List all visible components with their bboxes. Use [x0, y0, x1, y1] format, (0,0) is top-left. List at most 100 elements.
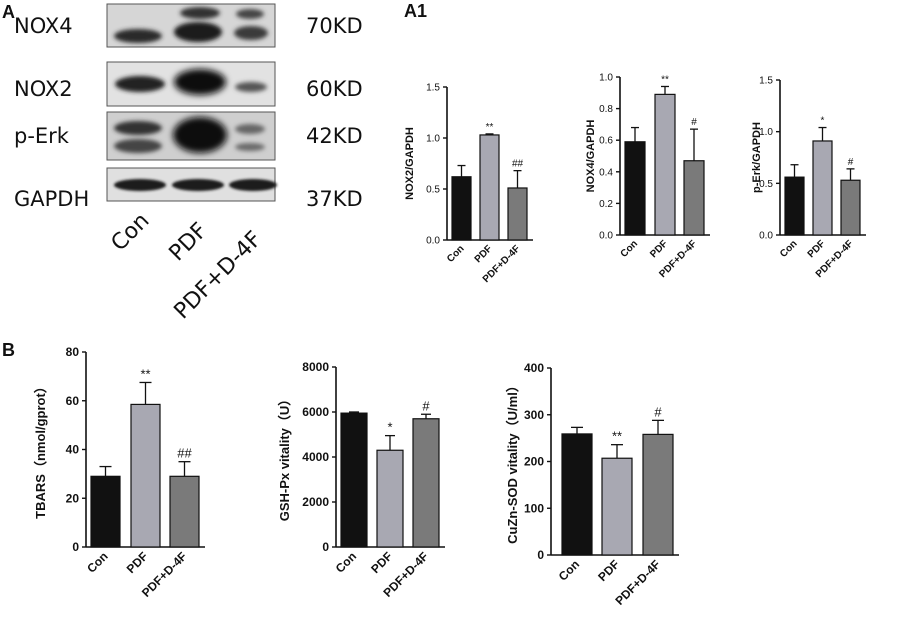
bar-2 — [840, 179, 861, 236]
bar-charts: 0.00.51.01.5NOX2/GAPDHCon**PDF##PDF+D-4F… — [33, 73, 866, 608]
lane-label-pdf: PDF — [165, 218, 213, 266]
bar-1 — [479, 134, 500, 241]
bar-1 — [130, 403, 161, 548]
significance-label-2: ## — [177, 446, 192, 461]
category-label-0: Con — [445, 243, 467, 265]
y-tick-label: 300 — [524, 408, 544, 422]
y-tick-label: 1.5 — [426, 83, 440, 94]
y-axis-label: NOX2/GAPDH — [404, 127, 416, 200]
y-tick-label: 4000 — [302, 450, 329, 464]
y-tick-label: 0.5 — [759, 179, 773, 190]
y-tick-label: 8000 — [302, 360, 329, 374]
category-label-1: PDF — [124, 549, 151, 576]
significance-label-1: ** — [612, 429, 622, 444]
bar-2 — [683, 160, 705, 236]
kd-label-gapdh: 37KD — [306, 187, 363, 211]
category-label-1: PDF — [595, 557, 622, 584]
y-tick-label: 1.0 — [599, 73, 613, 84]
y-tick-label: 6000 — [302, 405, 329, 419]
y-tick-label: 0.0 — [759, 231, 773, 242]
blot-strip-perk — [106, 111, 276, 161]
y-tick-label: 100 — [524, 501, 544, 515]
blot-strip-gapdh — [106, 167, 277, 202]
kd-label-nox2: 60KD — [306, 77, 363, 101]
y-tick-label: 1.5 — [759, 76, 773, 87]
y-tick-label: 0.2 — [599, 199, 613, 210]
kd-label-nox4: 70KD — [306, 14, 363, 38]
category-label-1: PDF — [806, 238, 828, 260]
y-tick-label: 1.0 — [426, 134, 440, 145]
panel-letter-b: B — [2, 340, 15, 360]
blot-label-nox2: NOX2 — [14, 77, 73, 101]
y-axis-label: TBARS（nmol/gprot） — [33, 380, 48, 519]
y-tick-label: 0 — [537, 548, 544, 562]
significance-label-1: * — [387, 420, 392, 435]
significance-label-2: ## — [512, 159, 524, 170]
y-tick-label: 0.0 — [426, 236, 440, 247]
y-tick-label: 40 — [66, 443, 80, 457]
y-axis-label: GSH-Px vitality（U） — [277, 393, 292, 522]
y-tick-label: 200 — [524, 455, 544, 469]
western-blot: NOX4 NOX2 p-Erk GAPDH 70KD 60KD 42KD 37K… — [14, 3, 363, 324]
category-label-1: PDF — [473, 243, 495, 265]
category-label-1: PDF — [368, 549, 395, 576]
significance-label-2: # — [848, 157, 854, 168]
y-tick-label: 0.6 — [599, 136, 613, 147]
significance-label-2: # — [654, 404, 662, 419]
bar-0 — [451, 176, 472, 241]
y-tick-label: 0 — [322, 540, 329, 554]
chart-tbars: 020406080TBARS（nmol/gprot）Con**PDF##PDF+… — [33, 345, 205, 600]
y-axis-label: p-Erk/GAPDH — [751, 122, 763, 193]
y-tick-label: 0.8 — [599, 104, 613, 115]
bar-0 — [340, 412, 368, 548]
chart-cuznsod: 0 100 200 300 400 CuZn-SOD vitality（U/ml） Con *… — [505, 361, 679, 608]
significance-label-1: ** — [140, 366, 150, 381]
bar-1 — [601, 457, 633, 556]
y-tick-label: 0.5 — [426, 185, 440, 196]
y-tick-label: 20 — [66, 491, 80, 505]
bar-0 — [90, 475, 121, 548]
bar-2 — [642, 433, 674, 556]
category-label-1: PDF — [648, 238, 670, 260]
bar-1 — [376, 449, 404, 548]
y-axis-label: CuZn-SOD vitality（U/ml） — [505, 379, 520, 544]
panel-letter-a1: A1 — [404, 1, 427, 21]
y-tick-label: 60 — [66, 394, 80, 408]
y-tick-label: 0.4 — [599, 167, 613, 178]
significance-label-2: # — [691, 117, 697, 128]
kd-label-perk: 42KD — [306, 124, 363, 148]
category-label-0: Con — [778, 238, 800, 260]
blot-label-gapdh: GAPDH — [14, 187, 89, 211]
significance-label-1: ** — [486, 122, 494, 133]
bar-1 — [654, 93, 676, 236]
significance-label-1: ** — [661, 74, 669, 85]
y-tick-label: 0.0 — [599, 231, 613, 242]
bar-2 — [412, 418, 440, 548]
category-label-0: Con — [556, 557, 582, 583]
y-tick-label: 0 — [72, 540, 79, 554]
significance-label-1: * — [821, 116, 825, 127]
blot-label-nox4: NOX4 — [14, 14, 73, 38]
bar-0 — [624, 141, 646, 236]
category-label-0: Con — [84, 549, 110, 575]
y-tick-label: 1.0 — [759, 127, 773, 138]
chart-nox4: 0.00.20.40.60.81.0NOX4/GAPDHCon**PDF#PDF… — [585, 73, 710, 280]
category-label-0: Con — [333, 549, 359, 575]
y-tick-label: 400 — [524, 361, 544, 375]
significance-label-2: # — [422, 398, 430, 413]
y-tick-label: 80 — [66, 345, 80, 359]
bar-0 — [784, 176, 805, 236]
chart-gshpx: 0 2000 4000 6000 8000 GSH-Px vitality（U） Con * P… — [277, 360, 445, 600]
category-label-2: PDF+D-4F — [612, 557, 663, 608]
y-axis-label: NOX4/GAPDH — [585, 120, 597, 193]
category-label-0: Con — [619, 238, 641, 260]
bar-1 — [812, 140, 833, 236]
panel-letter-a: A — [2, 2, 15, 22]
bar-2 — [169, 475, 200, 548]
bar-0 — [561, 433, 593, 556]
blot-strip-nox2 — [106, 61, 276, 107]
blot-strip-nox4 — [106, 3, 276, 48]
